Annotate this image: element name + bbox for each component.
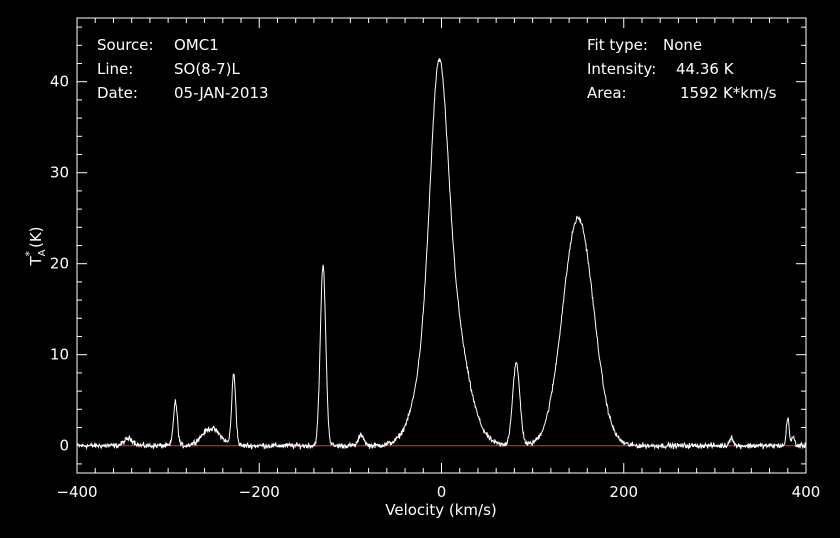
y-tick-label: 0 [59,437,69,455]
header-info: Source: OMC1 Line: SO(8-7)L Date: 05-JAN… [97,36,777,102]
axis-ticks [76,18,807,473]
date-label: Date: [97,84,138,102]
x-axis-label: Velocity (km/s) [385,501,496,519]
intensity-label: Intensity: [587,60,656,78]
x-tick-label: 400 [792,483,821,501]
y-tick-label: 30 [50,164,69,182]
line-label: Line: [97,60,133,78]
x-tick-label: 200 [609,483,638,501]
y-tick-label: 20 [50,255,69,273]
x-tick-label: −200 [239,483,280,501]
spectrum-line [76,58,807,451]
source-value: OMC1 [174,36,219,54]
y-tick-label: 10 [50,346,69,364]
fit-type-value: None [663,36,702,54]
fit-type-label: Fit type: [587,36,648,54]
area-label: Area: [587,84,627,102]
y-axis-label: TA*(K) [23,226,48,266]
y-axis-label-text: TA*(K) [23,226,48,266]
line-value: SO(8-7)L [174,60,241,78]
y-tick-label: 40 [50,73,69,91]
x-tick-label: −400 [56,483,97,501]
x-tick-label: 0 [437,483,447,501]
tick-labels: −400 −200 0 200 400 0 10 20 30 40 [50,73,820,501]
source-label: Source: [97,36,154,54]
area-value: 1592 K*km/s [680,84,777,102]
date-value: 05-JAN-2013 [174,84,269,102]
intensity-value: 44.36 K [676,60,735,78]
